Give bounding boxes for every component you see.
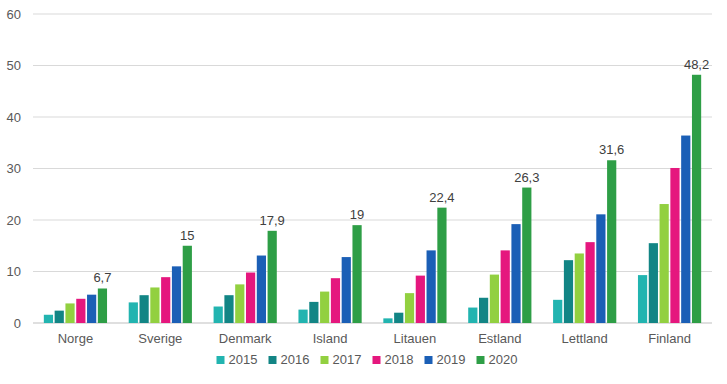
bar: [660, 204, 669, 323]
bar: [298, 310, 307, 323]
y-tick-label: 60: [7, 7, 21, 22]
bar: [65, 303, 74, 323]
bar: [352, 225, 361, 323]
x-tick-label: Litauen: [394, 331, 437, 346]
legend-label: 2016: [281, 352, 310, 367]
legend-swatch: [425, 356, 433, 364]
y-tick-label: 30: [7, 161, 21, 176]
bar: [44, 315, 53, 323]
data-label: 17,9: [260, 213, 285, 228]
bar: [564, 260, 573, 323]
grid-line: [33, 65, 712, 66]
legend-label: 2018: [385, 352, 414, 367]
y-tick-label: 0: [14, 316, 21, 331]
legend-swatch: [269, 356, 277, 364]
bar: [681, 136, 690, 323]
bar: [649, 243, 658, 323]
bar: [575, 253, 584, 323]
bar: [140, 295, 149, 323]
data-label: 22,4: [429, 190, 454, 205]
legend-swatch: [477, 356, 485, 364]
bar: [331, 278, 340, 323]
bar: [383, 318, 392, 323]
bar: [479, 298, 488, 323]
bar: [87, 295, 96, 323]
bar: [76, 299, 85, 323]
x-tick-label: Norge: [58, 331, 93, 346]
bar: [585, 242, 594, 323]
bar: [224, 295, 233, 323]
bar: [596, 214, 605, 323]
bar: [416, 276, 425, 323]
data-label: 15: [180, 228, 194, 243]
bar: [468, 308, 477, 323]
data-labels: 6,7 15 17,9 19 22,4 26,3 31,6 48,2: [93, 57, 709, 286]
legend-label: 2020: [489, 352, 518, 367]
data-label: 6,7: [93, 270, 111, 285]
bar: [501, 250, 510, 323]
bar: [235, 284, 244, 323]
legend-swatch: [217, 356, 225, 364]
bar: [638, 275, 647, 323]
bar: [320, 292, 329, 323]
bar: [55, 311, 64, 323]
y-tick-label: 50: [7, 58, 21, 73]
bar: [129, 302, 138, 323]
y-tick-label: 20: [7, 213, 21, 228]
bar: [522, 188, 531, 323]
bar: [246, 273, 255, 323]
legend-label: 2019: [437, 352, 466, 367]
bar: [394, 313, 403, 323]
legend-swatch: [321, 356, 329, 364]
y-tick-label: 10: [7, 264, 21, 279]
bar: [98, 288, 107, 323]
bar: [342, 257, 351, 323]
bar: [268, 231, 277, 323]
bar: [405, 293, 414, 323]
grid-line: [33, 14, 712, 15]
x-tick-label: Sverige: [138, 331, 182, 346]
legend-label: 2015: [229, 352, 258, 367]
bar: [257, 256, 266, 323]
bar: [161, 277, 170, 323]
legend-swatch: [373, 356, 381, 364]
grid-line: [33, 117, 712, 118]
legend-label: 2017: [333, 352, 362, 367]
bar: [692, 75, 701, 323]
y-tick-label: 40: [7, 110, 21, 125]
legend: 2015 2016 2017 2018 2019 2020: [217, 352, 518, 367]
data-label: 19: [350, 207, 364, 222]
bar: [150, 287, 159, 323]
bars: [44, 75, 701, 323]
x-tick-label: Finland: [648, 331, 691, 346]
bar: [427, 250, 436, 323]
grid: [33, 14, 712, 323]
bar: [553, 300, 562, 323]
bar: [214, 307, 223, 323]
bar: [183, 246, 192, 323]
chart: 0 10 20 30 40 50 60 6,7 15 17,9 19 22,4 26,3 31,6 48,2…: [0, 0, 727, 384]
data-label: 31,6: [599, 142, 624, 157]
x-tick-label: Denmark: [219, 331, 272, 346]
bar: [607, 160, 616, 323]
data-label: 26,3: [514, 170, 539, 185]
bar: [172, 266, 181, 323]
data-label: 48,2: [684, 57, 709, 72]
bar: [437, 208, 446, 323]
bar: [490, 275, 499, 323]
x-tick-label: Lettland: [562, 331, 608, 346]
bar: [309, 302, 318, 323]
bar: [511, 224, 520, 323]
x-tick-label: Island: [313, 331, 348, 346]
bar: [670, 168, 679, 323]
x-tick-label: Estland: [478, 331, 521, 346]
